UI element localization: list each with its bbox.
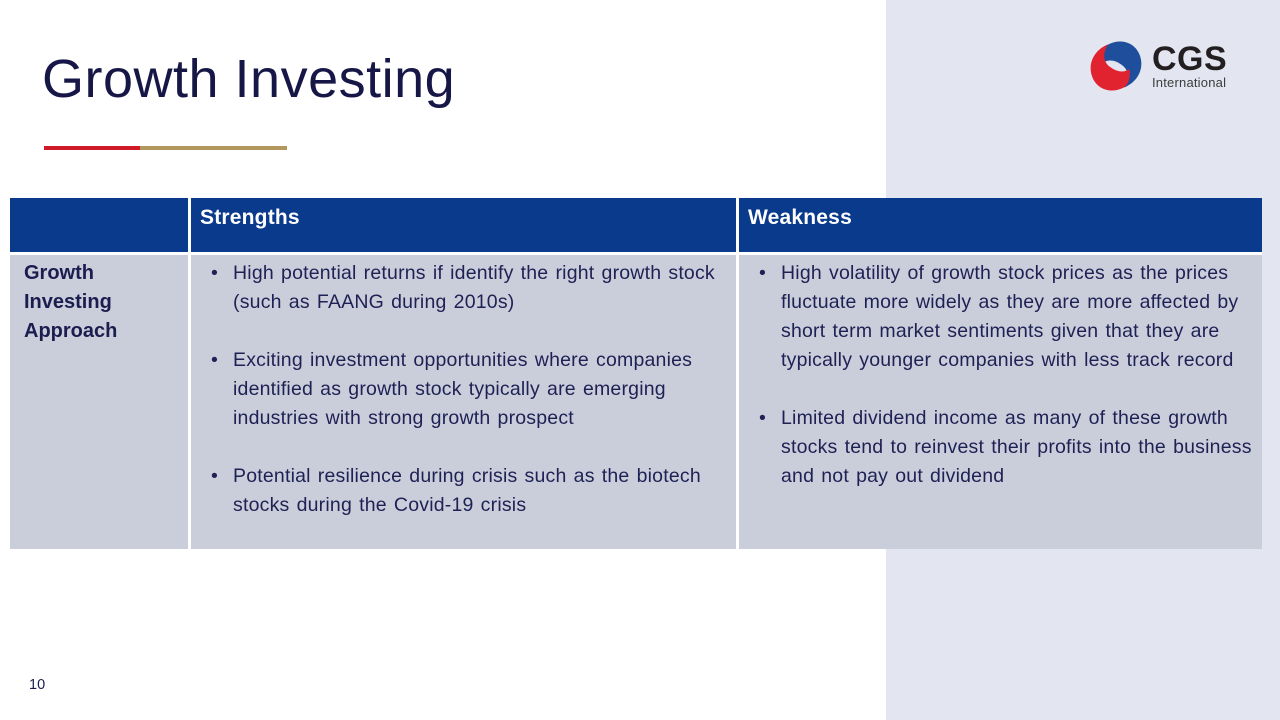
title-underline — [44, 146, 287, 150]
logo-sub-text: International — [1152, 74, 1227, 90]
strengths-cell: • High potential returns if identify the… — [191, 255, 736, 549]
weakness-list: • High volatility of growth stock prices… — [739, 255, 1262, 491]
strength-item-text: Exciting investment opportunities where … — [233, 349, 693, 429]
bullet-icon: • — [759, 262, 767, 284]
comparison-table: Strengths Weakness Growth Investing Appr… — [10, 198, 1262, 549]
bullet-icon: • — [211, 349, 219, 371]
header-cell-strengths: Strengths — [191, 198, 736, 252]
weakness-cell: • High volatility of growth stock prices… — [739, 255, 1262, 549]
header-cell-empty — [10, 198, 188, 252]
row-label-cell: Growth Investing Approach — [10, 255, 188, 549]
strength-item-text: Potential resilience during crisis such … — [233, 465, 701, 516]
strengths-list: • High potential returns if identify the… — [191, 255, 736, 520]
strength-item-text: High potential returns if identify the r… — [233, 262, 715, 313]
page-title: Growth Investing — [42, 49, 456, 109]
logo-brand-text: CGS — [1152, 39, 1228, 78]
list-item: • Potential resilience during crisis suc… — [191, 462, 736, 520]
weakness-item-text: Limited dividend income as many of these… — [781, 407, 1252, 487]
page-number: 10 — [29, 677, 46, 693]
weakness-item-text: High volatility of growth stock prices a… — [781, 262, 1239, 371]
logo-text: CGS International — [1152, 39, 1228, 90]
bullet-icon: • — [759, 407, 767, 429]
header-cell-weakness: Weakness — [739, 198, 1262, 252]
bullet-icon: • — [211, 262, 219, 284]
underline-red-segment — [44, 146, 140, 150]
cgs-logo: CGS International — [1086, 38, 1227, 94]
bullet-icon: • — [211, 465, 219, 487]
list-item: • Limited dividend income as many of the… — [739, 404, 1262, 491]
list-item: • Exciting investment opportunities wher… — [191, 346, 736, 433]
underline-gold-segment — [140, 146, 287, 150]
cgs-swirl-icon — [1090, 41, 1142, 91]
list-item: • High potential returns if identify the… — [191, 259, 736, 317]
list-item: • High volatility of growth stock prices… — [739, 259, 1262, 375]
